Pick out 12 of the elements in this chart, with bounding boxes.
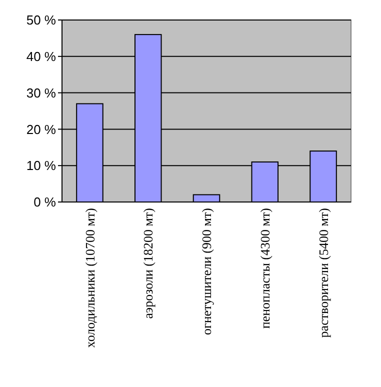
y-tick-label: 0 % bbox=[34, 194, 56, 210]
y-tick-label: 30 % bbox=[26, 85, 56, 100]
x-tick-label: пенопласты (4300 мт) bbox=[257, 208, 272, 329]
x-tick-label: огнетушители (900 мт) bbox=[199, 208, 214, 335]
y-tick-label: 50 % bbox=[26, 12, 56, 28]
bar bbox=[192, 194, 220, 202]
x-tick-label: холодильники (10700 мт) bbox=[82, 208, 98, 348]
y-tick-label: 10 % bbox=[26, 158, 56, 174]
y-tick-label: 20 % bbox=[26, 122, 56, 137]
x-tick-label: аэрозоли (18200 мт) bbox=[140, 208, 156, 319]
y-tick-label: 40 % bbox=[26, 48, 56, 64]
x-tick-label: растворители (5400 мт) bbox=[316, 208, 331, 338]
